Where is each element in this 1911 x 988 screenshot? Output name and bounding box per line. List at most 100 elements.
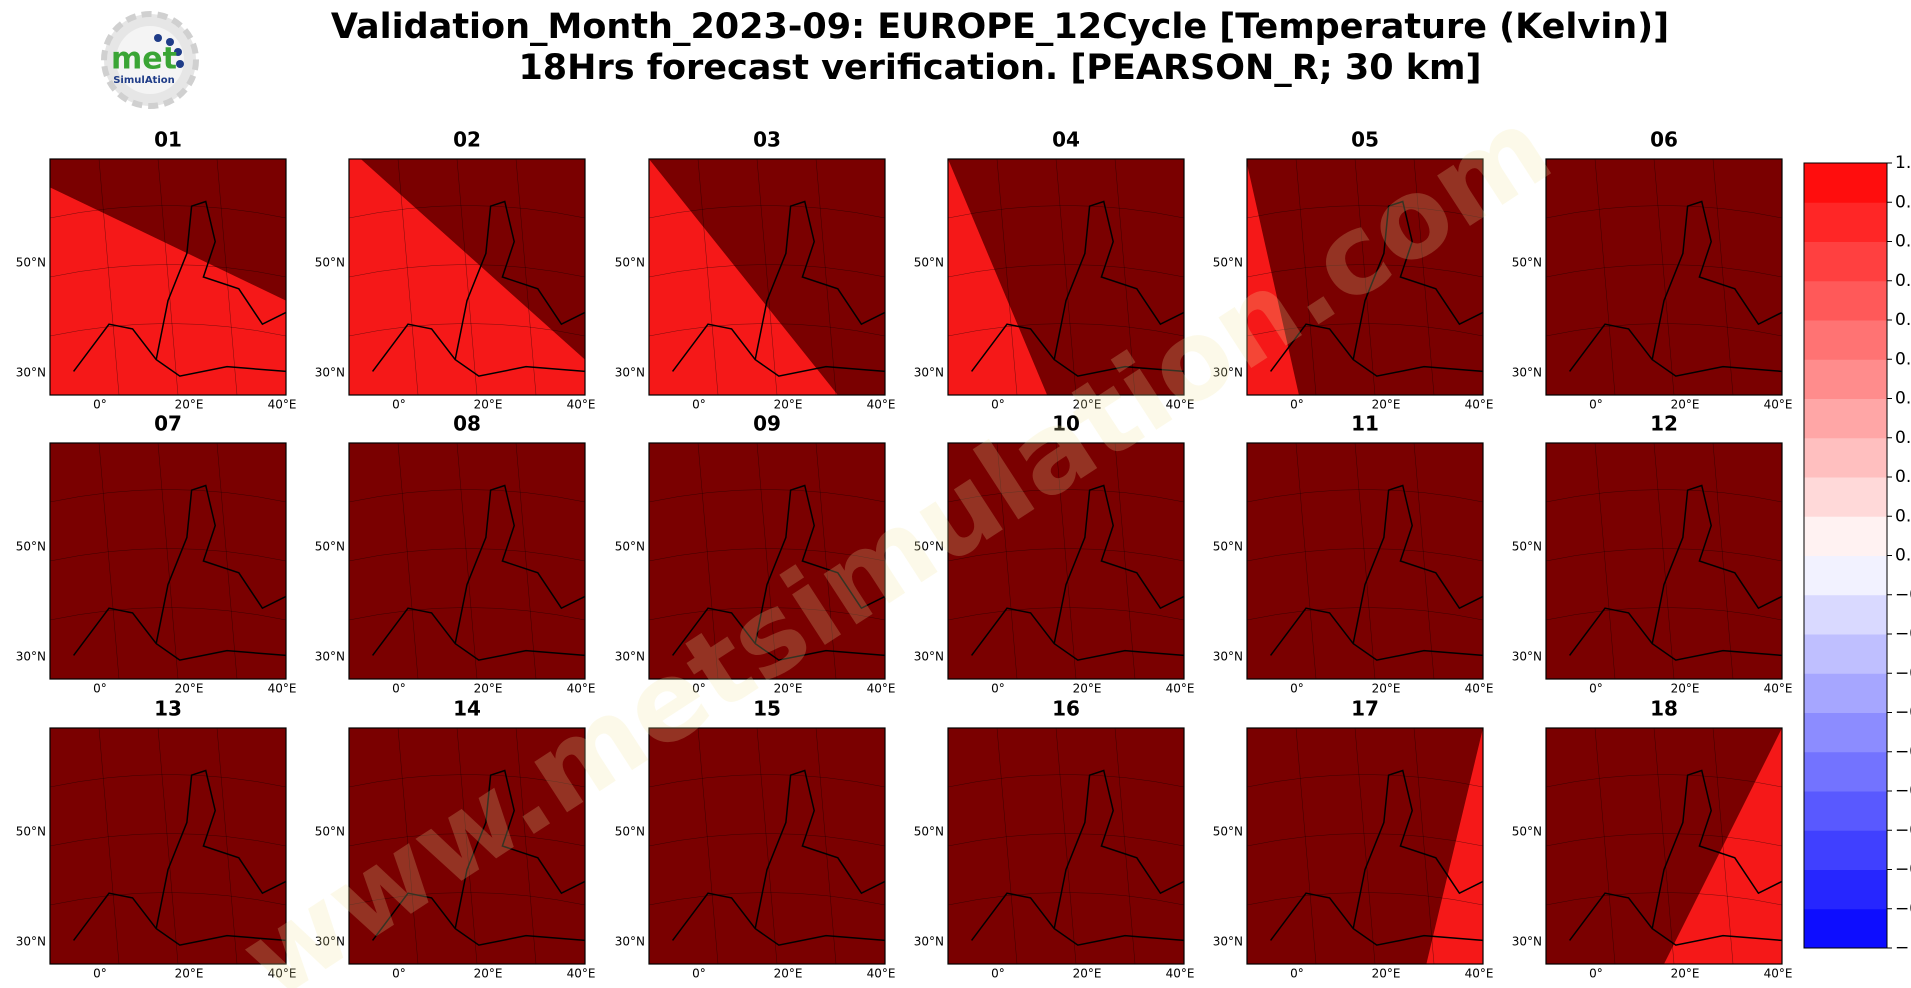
graticule	[1114, 727, 1136, 965]
lat-label: 50°N	[914, 540, 944, 554]
map-frame	[1545, 442, 1783, 680]
colorbar-tick-label: −0.2	[1895, 624, 1911, 644]
graticule	[1246, 548, 1484, 562]
colorbar-bin	[1804, 555, 1887, 596]
panel-title: 14	[453, 697, 481, 721]
lat-label: 50°N	[914, 825, 944, 839]
lon-label: 20°E	[474, 682, 503, 696]
lon-label: 40°E	[1764, 967, 1793, 981]
graticule	[1653, 442, 1675, 680]
graticule	[1545, 548, 1783, 562]
lat-label: 50°N	[1512, 825, 1542, 839]
map-panel: 11 50°N 30°N 0° 20°E 40°E	[1213, 412, 1494, 696]
logo-dot	[176, 60, 184, 68]
lon-label: 0°	[1290, 398, 1304, 412]
panel-title: 04	[1052, 128, 1080, 152]
map-panel: 13 50°N 30°N 0° 20°E 40°E	[16, 697, 297, 981]
coastline	[1352, 769, 1484, 929]
coastline	[155, 484, 287, 644]
graticule	[648, 489, 886, 503]
graticule	[1712, 727, 1734, 965]
lon-label: 40°E	[567, 967, 596, 981]
colorbar-bin	[1804, 280, 1887, 321]
lat-label: 30°N	[16, 650, 46, 664]
graticule	[1545, 607, 1783, 621]
graticule	[697, 442, 719, 680]
lon-label: 20°E	[1671, 398, 1700, 412]
panel-title: 09	[753, 412, 781, 436]
graticule	[49, 264, 287, 278]
graticule	[397, 442, 419, 680]
graticule	[947, 264, 1185, 278]
map-high-correlation-area	[50, 187, 286, 395]
lon-label: 40°E	[1465, 398, 1494, 412]
graticule	[1055, 442, 1077, 680]
graticule	[348, 548, 586, 562]
graticule	[1712, 442, 1734, 680]
colorbar-tick-label: −0.9	[1895, 899, 1911, 919]
graticule	[1712, 158, 1734, 396]
lon-label: 20°E	[1073, 967, 1102, 981]
panel-title: 11	[1351, 412, 1379, 436]
graticule	[49, 489, 287, 503]
map-panel: 02 50°N 30°N 0° 20°E 40°E	[315, 128, 596, 412]
graticule	[348, 892, 586, 906]
colorbar-bin	[1804, 320, 1887, 360]
graticule	[348, 607, 586, 621]
graticule	[996, 158, 1018, 396]
colorbar-tick-label: −1.0	[1895, 938, 1911, 958]
lat-label: 50°N	[1213, 540, 1243, 554]
graticule	[49, 774, 287, 788]
lon-label: 0°	[692, 398, 706, 412]
coastline	[1569, 607, 1783, 661]
colorbar-tick-label: 0.6	[1895, 310, 1911, 330]
coastline	[73, 892, 287, 946]
graticule	[1055, 158, 1077, 396]
lon-label: 0°	[991, 967, 1005, 981]
lat-label: 50°N	[315, 825, 345, 839]
coastline	[971, 323, 1185, 377]
graticule	[1545, 774, 1783, 788]
panel-title: 01	[154, 128, 182, 152]
coastline	[1352, 200, 1484, 360]
graticule	[1114, 158, 1136, 396]
map-panel: 05 50°N 30°N 0° 20°E 40°E	[1213, 128, 1494, 412]
graticule	[947, 892, 1185, 906]
lon-label: 20°E	[175, 967, 204, 981]
lat-label: 30°N	[615, 650, 645, 664]
graticule	[515, 727, 537, 965]
graticule	[648, 892, 886, 906]
graticule	[947, 205, 1185, 219]
map-frame	[947, 158, 1185, 396]
colorbar-tick-label: 0.2	[1895, 467, 1911, 487]
map-panel: 10 50°N 30°N 0° 20°E 40°E	[914, 412, 1195, 696]
map-frame	[49, 442, 287, 680]
graticule	[648, 774, 886, 788]
graticule	[1295, 442, 1317, 680]
lon-label: 20°E	[1372, 682, 1401, 696]
coastline	[754, 200, 886, 360]
lat-label: 30°N	[1213, 935, 1243, 949]
coastline	[372, 892, 586, 946]
lat-label: 50°N	[1213, 825, 1243, 839]
graticule	[1246, 323, 1484, 337]
panel-title: 16	[1052, 697, 1080, 721]
coastline	[1352, 484, 1484, 644]
lon-label: 20°E	[474, 398, 503, 412]
graticule	[456, 442, 478, 680]
graticule	[996, 727, 1018, 965]
graticule	[1055, 727, 1077, 965]
lat-label: 30°N	[1213, 650, 1243, 664]
colorbar-bin	[1804, 830, 1887, 870]
colorbar-tick-label: 0.3	[1895, 428, 1911, 448]
graticule	[697, 158, 719, 396]
panel-title: 17	[1351, 697, 1379, 721]
coastline	[1651, 200, 1783, 360]
colorbar-tick-label: −0.7	[1895, 820, 1911, 840]
colorbar-bin	[1804, 869, 1887, 910]
lon-label: 40°E	[867, 967, 896, 981]
graticule	[1295, 158, 1317, 396]
graticule	[49, 833, 287, 847]
lon-label: 0°	[93, 682, 107, 696]
lat-label: 50°N	[1512, 540, 1542, 554]
